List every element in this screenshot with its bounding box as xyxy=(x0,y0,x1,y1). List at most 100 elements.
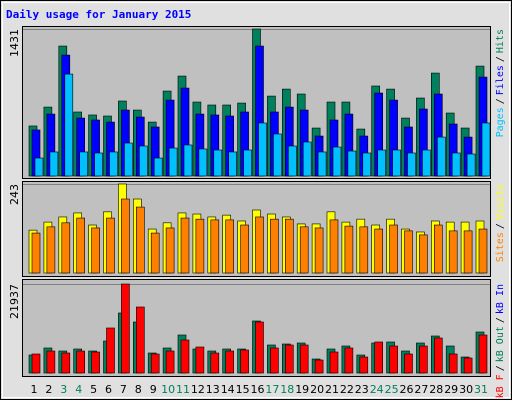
bar xyxy=(109,151,118,177)
bar xyxy=(31,353,41,374)
legend-entry: kB In xyxy=(495,284,506,314)
bar xyxy=(124,142,133,177)
bar xyxy=(79,151,88,177)
bar xyxy=(255,321,264,374)
bar xyxy=(136,306,145,374)
bar xyxy=(258,122,267,177)
bar xyxy=(94,152,103,177)
bar xyxy=(273,133,282,177)
bar xyxy=(165,350,175,374)
legend: Pages / Files / Hits xyxy=(495,29,506,137)
bar xyxy=(481,122,491,177)
x-tick-label: 29 xyxy=(444,383,458,396)
bar xyxy=(466,153,476,177)
bar xyxy=(433,337,443,374)
x-tick-label: 5 xyxy=(90,383,97,396)
x-tick-label: 10 xyxy=(161,383,175,396)
legend-entry: Hits xyxy=(495,29,506,53)
x-tick-label: 13 xyxy=(206,383,220,396)
bar xyxy=(183,144,193,177)
bar xyxy=(168,147,178,177)
bar xyxy=(49,151,59,177)
bar xyxy=(374,341,384,374)
x-tick-label: 19 xyxy=(295,383,309,396)
bar xyxy=(180,339,190,374)
x-tick-label: 8 xyxy=(135,383,142,396)
bar xyxy=(76,350,85,374)
bar xyxy=(198,148,208,177)
bar xyxy=(448,230,458,274)
x-tick-label: 26 xyxy=(400,383,414,396)
bar xyxy=(34,157,44,177)
bar xyxy=(463,357,473,374)
bar xyxy=(347,150,357,177)
bar xyxy=(287,145,297,177)
bar xyxy=(478,334,488,374)
chart-title: Daily usage for January 2015 xyxy=(6,8,191,21)
x-tick-label: 24 xyxy=(370,383,384,396)
legend-entry: Pages xyxy=(495,107,506,137)
bar xyxy=(448,353,458,374)
legend-entry: Sites xyxy=(495,232,506,262)
legend-entry: Files xyxy=(495,65,506,95)
legend-separator: / xyxy=(495,317,506,323)
bar xyxy=(240,224,249,274)
bar xyxy=(359,356,369,374)
bar xyxy=(139,145,148,177)
legend-entry: Visits xyxy=(495,184,506,220)
x-tick-label: 27 xyxy=(414,383,428,396)
bar xyxy=(64,73,74,177)
bar xyxy=(392,149,401,177)
bar xyxy=(106,217,115,274)
bar xyxy=(213,149,223,177)
bar xyxy=(150,353,160,374)
legend-separator: / xyxy=(495,98,506,104)
bar xyxy=(404,230,413,274)
bar xyxy=(344,225,354,274)
bar xyxy=(153,157,163,177)
bar xyxy=(389,224,398,274)
bar xyxy=(195,346,205,374)
x-tick-label: 18 xyxy=(280,383,294,396)
x-tick-label: 12 xyxy=(191,383,205,396)
x-tick-label: 20 xyxy=(310,383,324,396)
bar xyxy=(389,345,398,374)
bar xyxy=(240,349,249,374)
bar xyxy=(284,218,294,274)
bar xyxy=(329,219,339,274)
x-tick-label: 21 xyxy=(325,383,339,396)
bar xyxy=(228,151,237,177)
bar xyxy=(270,347,279,374)
bar xyxy=(374,228,384,274)
bar xyxy=(91,351,100,374)
x-tick-label: 15 xyxy=(236,383,250,396)
bar xyxy=(422,149,431,177)
bar xyxy=(150,232,160,274)
bar xyxy=(255,216,264,274)
x-tick-label: 28 xyxy=(429,383,443,396)
bar xyxy=(478,228,488,274)
bar xyxy=(121,283,130,374)
bar xyxy=(317,151,327,177)
legend-separator: / xyxy=(495,223,506,229)
bar xyxy=(451,152,461,177)
legend-entry: kB Out xyxy=(495,326,506,362)
x-tick-label: 9 xyxy=(150,383,157,396)
bar xyxy=(165,227,175,274)
bar xyxy=(284,344,294,374)
x-tick-label: 14 xyxy=(221,383,235,396)
x-tick-label: 16 xyxy=(251,383,265,396)
bar xyxy=(46,226,56,274)
bar xyxy=(332,146,342,177)
bar xyxy=(419,345,428,374)
legend-separator: / xyxy=(495,56,506,62)
bar xyxy=(243,149,252,177)
bar xyxy=(344,347,354,374)
bar xyxy=(362,152,372,177)
bar xyxy=(404,353,413,374)
legend: kB F / kB Out / kB In xyxy=(495,284,506,398)
x-tick-label: 22 xyxy=(340,383,354,396)
legend: Sites / Visits xyxy=(495,184,506,262)
